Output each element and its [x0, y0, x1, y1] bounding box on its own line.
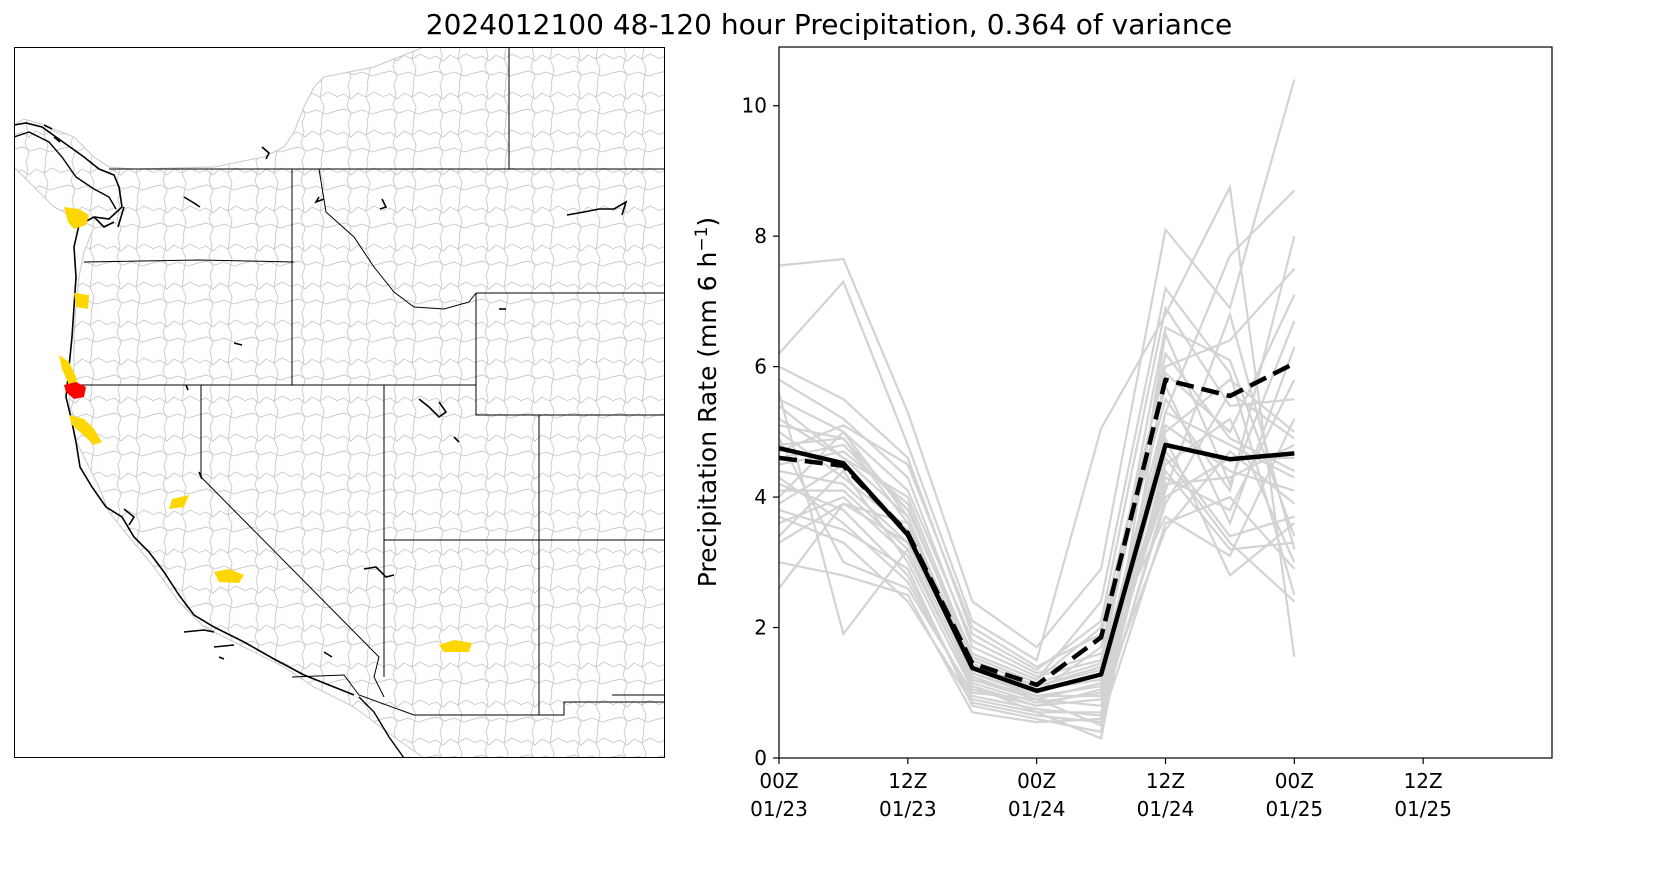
- ensemble-line-3: [777, 189, 1296, 740]
- state-borders: [72, 47, 665, 716]
- mean-series: [778, 361, 1296, 694]
- ensemble-line-6: [778, 310, 1296, 698]
- highlighted-basins: [59, 207, 472, 652]
- ensemble-line-20: [778, 456, 1295, 717]
- ensemble-line-22: [779, 448, 1295, 707]
- x-tick-label-time: 00Z: [1017, 769, 1056, 793]
- x-tick-label-date: 01/23: [879, 797, 937, 821]
- x-tick-label-time: 12Z: [1404, 769, 1443, 793]
- ensemble-members: [777, 79, 1296, 740]
- figure-title: 2024012100 48-120 hour Precipitation, 0.…: [425, 8, 1233, 41]
- y-tick-label: 2: [754, 616, 767, 640]
- ensemble-line-2: [778, 183, 1296, 662]
- x-tick-label-date: 01/25: [1394, 797, 1452, 821]
- ensemble-line-10: [778, 455, 1296, 724]
- ensemble-line-1: [778, 79, 1296, 649]
- ensemble-line-7: [778, 418, 1296, 675]
- basin-map: [14, 47, 665, 758]
- x-tick-label-date: 01/25: [1266, 797, 1324, 821]
- y-axis-label: Precipitation Rate (mm 6 h−1): [692, 217, 722, 587]
- ensemble-line-21: [778, 305, 1295, 672]
- x-tick-label-date: 01/24: [1137, 797, 1195, 821]
- ensemble-line-26: [778, 268, 1296, 681]
- x-tick-label-date: 01/24: [1008, 797, 1066, 821]
- y-tick-label: 6: [754, 355, 767, 379]
- y-tick-label: 0: [754, 746, 767, 770]
- ensemble-line-14: [778, 391, 1295, 714]
- dashed-mean-line: [778, 361, 1296, 688]
- x-tick-label-date: 01/23: [750, 797, 808, 821]
- x-tick-label-time: 12Z: [1146, 769, 1185, 793]
- x-axis: 00Z 01/23 12Z 01/23 00Z 01/24 12Z 01/24 00Z 01/25…: [750, 758, 1452, 821]
- ensemble-line-24: [778, 495, 1296, 724]
- y-axis: 0 2 4 6 8 10: [742, 94, 779, 770]
- y-tick-label: 4: [754, 485, 767, 509]
- ensemble-line-25: [778, 378, 1295, 685]
- ensemble-line-28: [778, 398, 1295, 698]
- ensemble-line-27: [778, 468, 1295, 701]
- coastline: [14, 122, 355, 696]
- x-tick-label-time: 00Z: [759, 769, 798, 793]
- y-tick-label: 10: [742, 94, 767, 118]
- x-tick-label-time: 12Z: [888, 769, 927, 793]
- x-tick-label-time: 00Z: [1275, 769, 1314, 793]
- y-tick-label: 8: [754, 224, 767, 248]
